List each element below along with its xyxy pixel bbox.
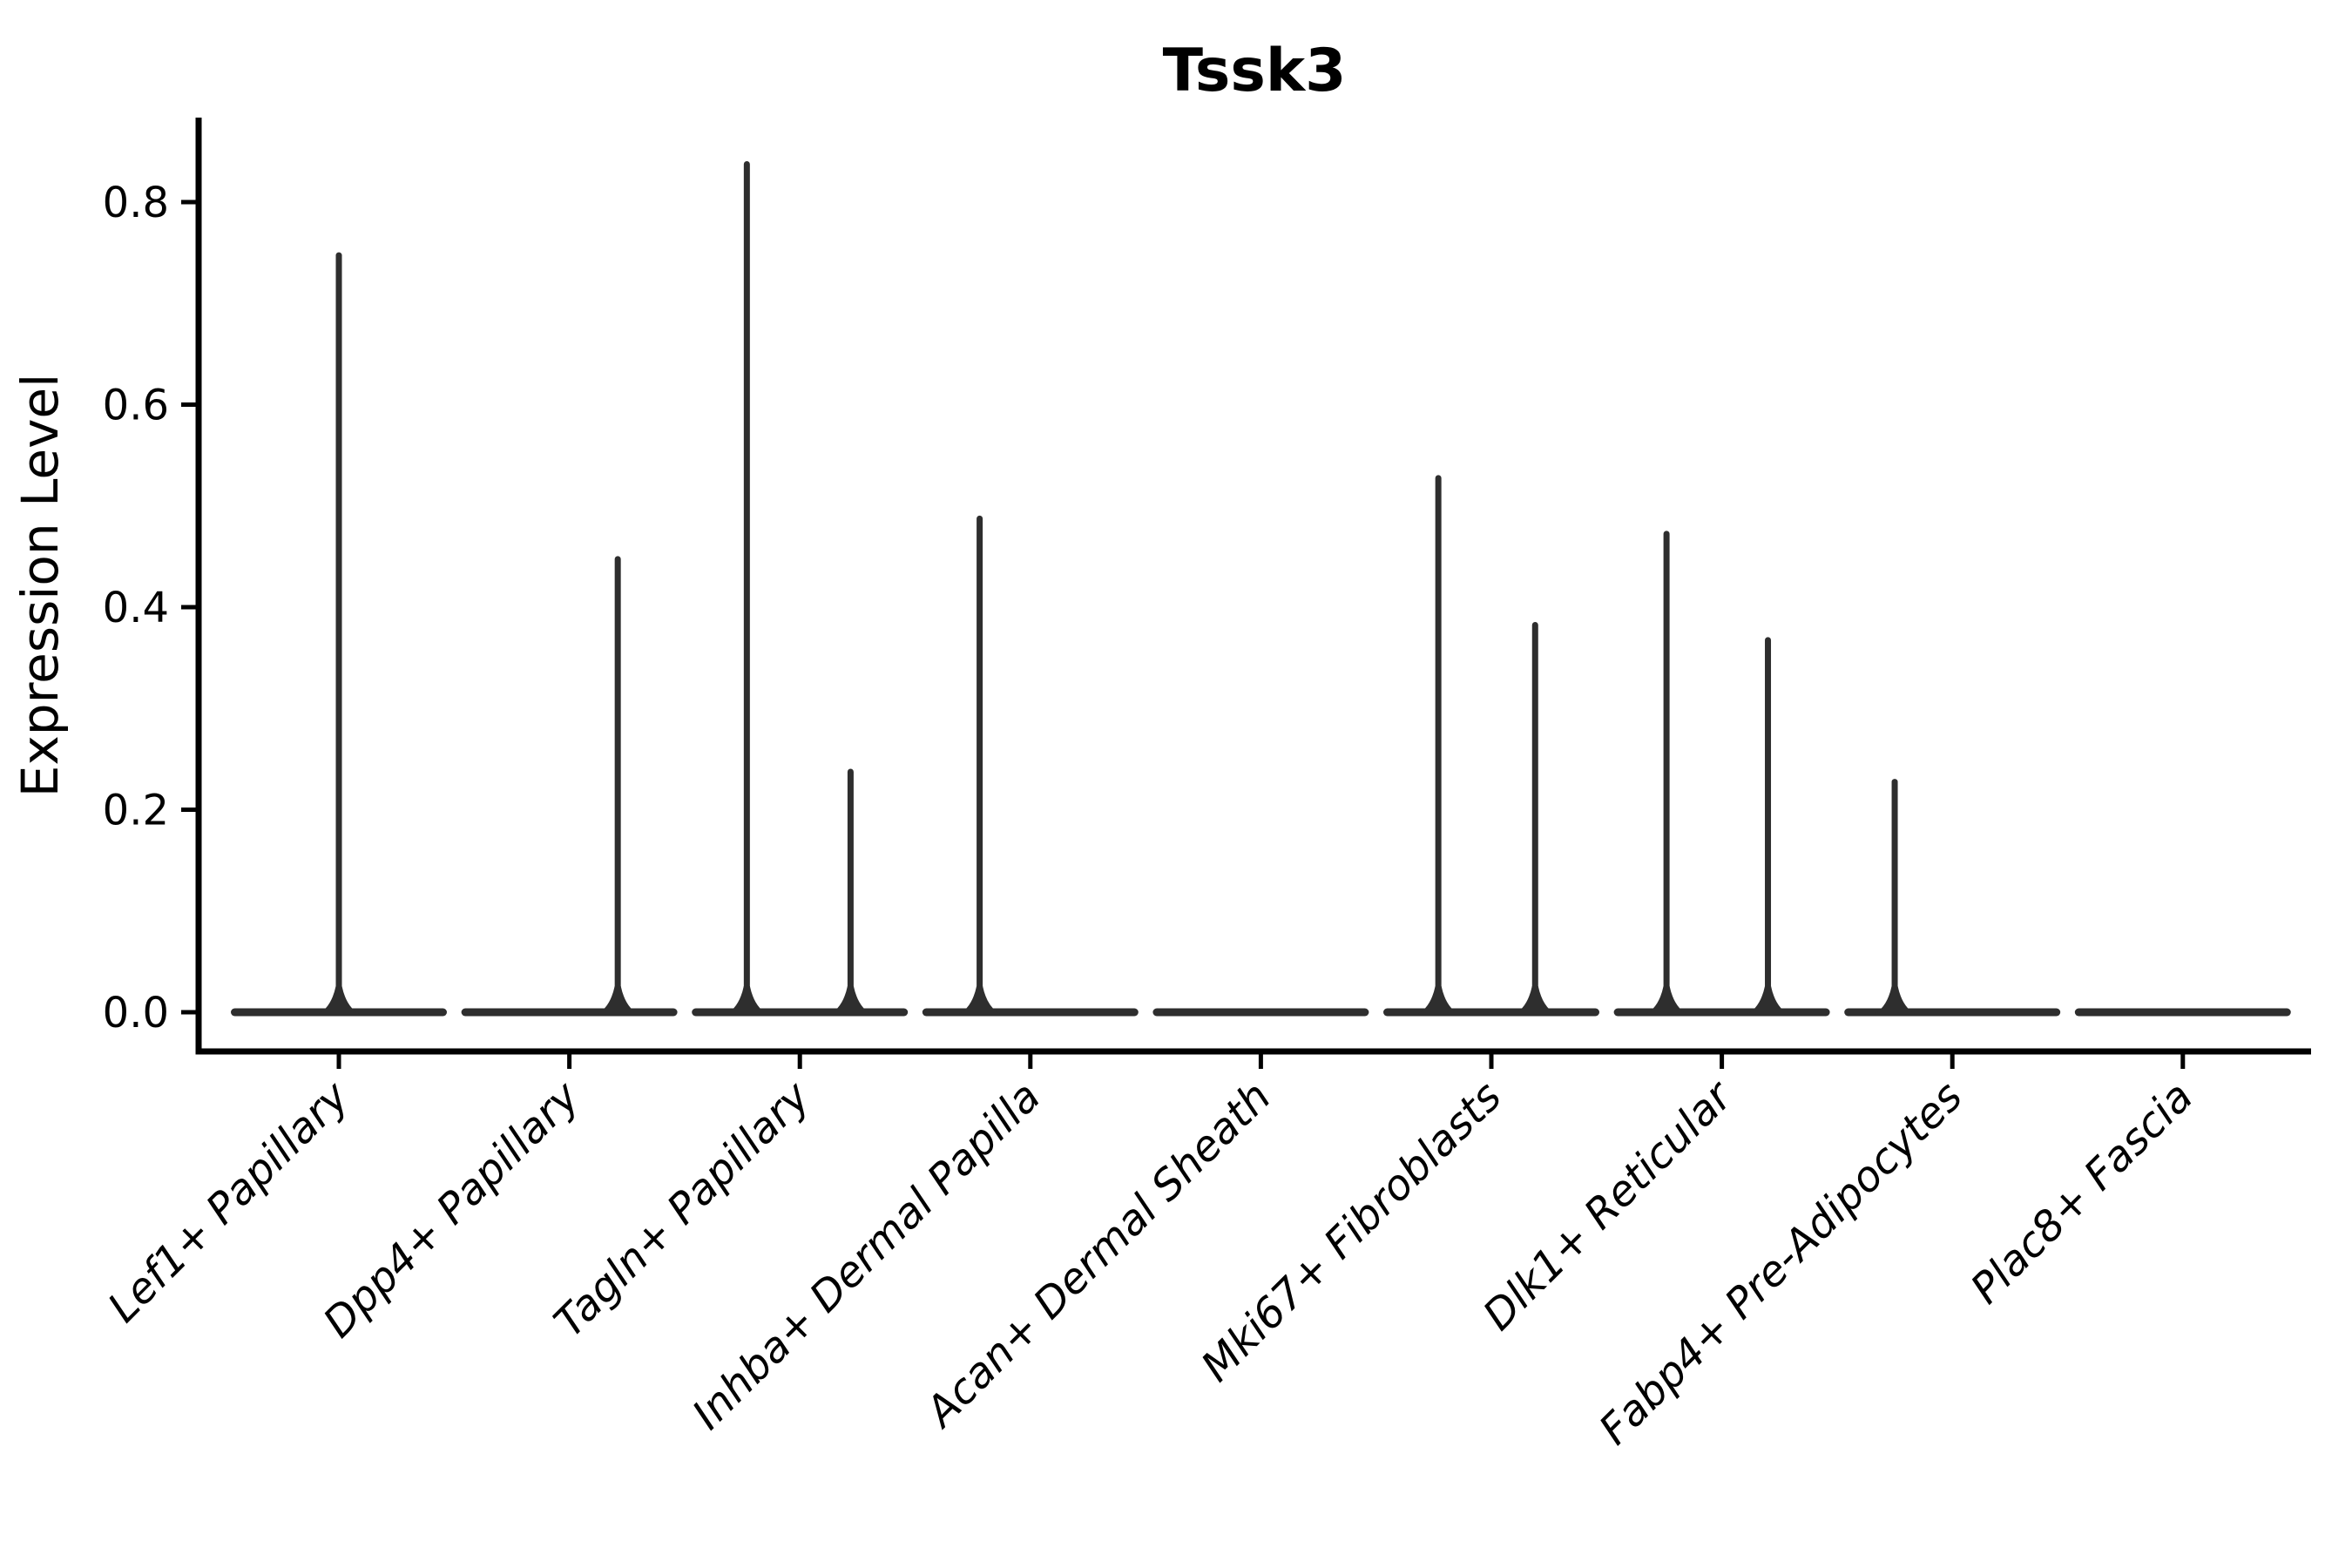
x-tick-label: Tagln+ Papillary [544, 1071, 820, 1347]
violin-base [1844, 1008, 2061, 1017]
violin-base [1383, 1008, 1599, 1017]
violin-spike-flare [828, 986, 874, 1015]
y-tick-label: 0.0 [103, 989, 169, 1037]
x-tick-label: Dlk1+ Reticular [1474, 1071, 1744, 1341]
x-tick-label: Plac8+ Fascia [1962, 1072, 2203, 1314]
violin-base [1152, 1008, 1369, 1017]
violin-base [922, 1008, 1139, 1017]
y-tick-label: 0.4 [103, 584, 169, 632]
violin-spike-flare [1512, 986, 1558, 1015]
violin-spike-flare [1745, 986, 1791, 1015]
violin-spike-flare [595, 986, 641, 1015]
violin-spike-flare [1872, 986, 1918, 1015]
y-axis-label: Expression Level [10, 374, 70, 797]
violin-base [692, 1008, 909, 1017]
violin-spike-flare [1416, 986, 1462, 1015]
violin-layer [231, 161, 2291, 1017]
x-tick-label: Lef1+ Papillary [98, 1071, 359, 1332]
violin-spike-flare [724, 986, 770, 1015]
violin-spike-flare [956, 986, 1003, 1015]
y-tick-label: 0.8 [103, 179, 169, 227]
violin-spike-flare [316, 986, 362, 1015]
y-tick-label: 0.6 [103, 382, 169, 430]
violin-base [1613, 1008, 1830, 1017]
x-tick-label: Fabp4+ Pre-Adipocytes [1590, 1072, 1972, 1455]
y-tick-label: 0.2 [103, 787, 169, 835]
violin-base [461, 1008, 678, 1017]
violin-spike-flare [1644, 986, 1690, 1015]
violin-base [2074, 1008, 2291, 1017]
chart-title: Tssk3 [1163, 37, 1347, 105]
x-tick-label: Dpp4+ Papillary [314, 1071, 589, 1347]
